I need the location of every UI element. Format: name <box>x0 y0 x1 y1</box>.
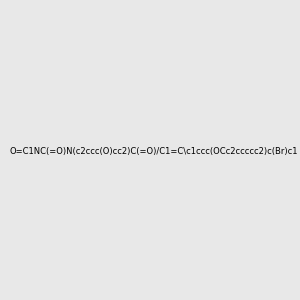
Text: O=C1NC(=O)N(c2ccc(O)cc2)C(=O)/C1=C\c1ccc(OCc2ccccc2)c(Br)c1: O=C1NC(=O)N(c2ccc(O)cc2)C(=O)/C1=C\c1ccc… <box>10 147 298 156</box>
